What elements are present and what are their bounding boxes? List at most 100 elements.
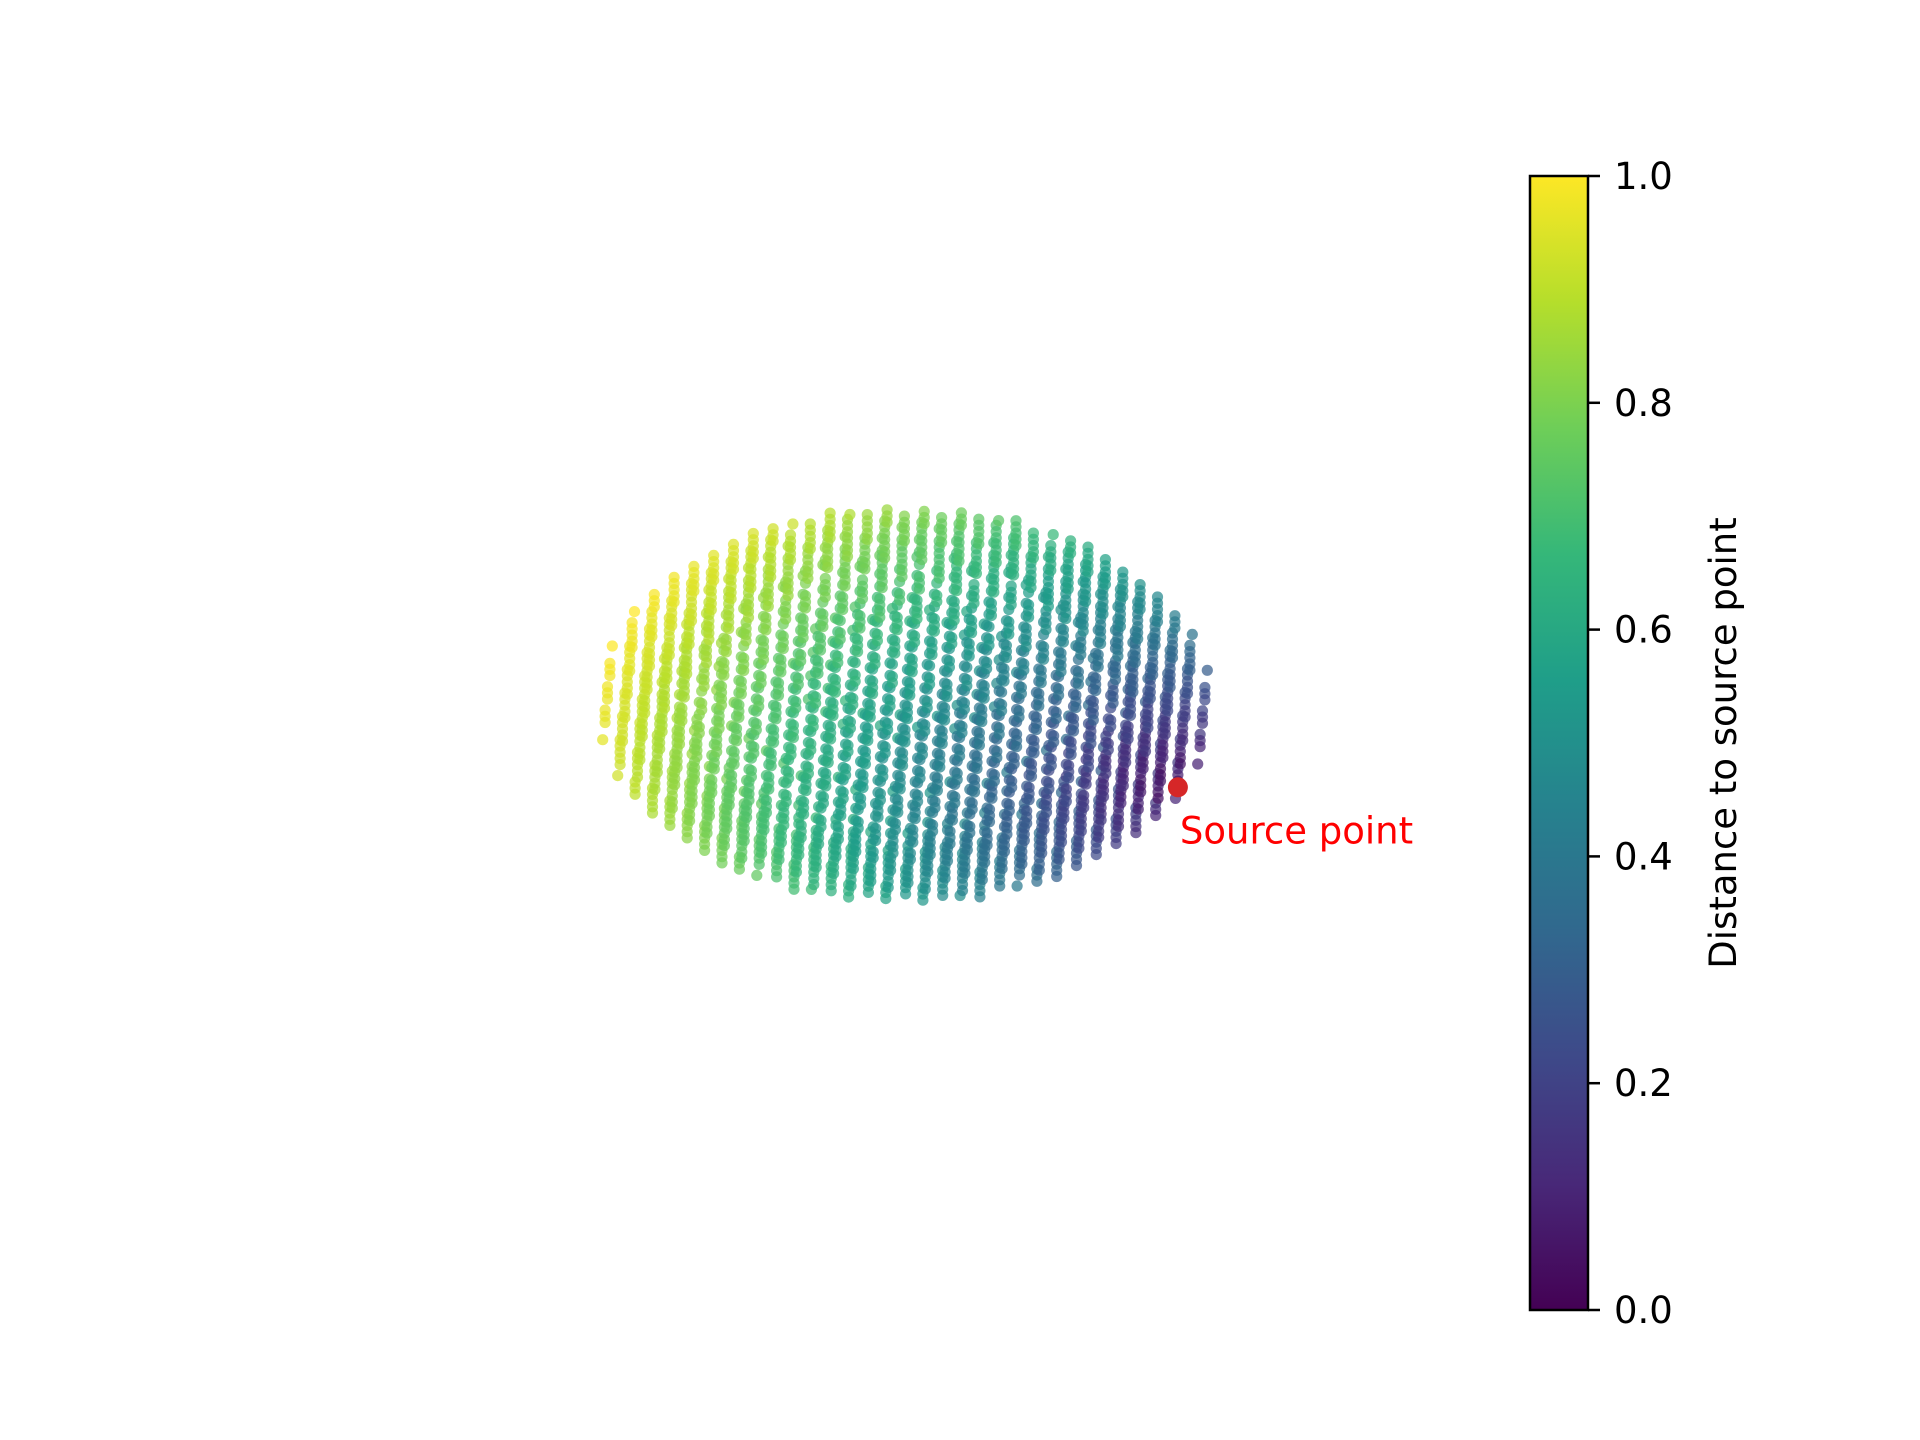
scatter-point: [1062, 583, 1074, 595]
scatter-point: [1033, 700, 1045, 712]
scatter-point: [705, 604, 717, 616]
scatter-point: [1112, 820, 1125, 833]
scatter-point: [1055, 836, 1068, 848]
scatter-point: [907, 836, 919, 848]
scatter-point: [840, 769, 852, 781]
scatter-point: [715, 699, 728, 711]
scatter-point: [981, 663, 993, 675]
scatter-point: [1114, 620, 1126, 633]
scatter-point: [937, 889, 949, 902]
scatter-point: [845, 880, 857, 892]
scatter-point: [780, 796, 792, 808]
scatter-point: [1070, 702, 1082, 714]
scatter-point: [817, 797, 830, 809]
scatter-points: [597, 504, 1213, 906]
scatter-point: [835, 810, 847, 822]
scatter-point: [976, 874, 988, 886]
scatter-point: [988, 586, 1000, 598]
scatter-point: [904, 853, 917, 866]
scatter-point: [829, 686, 842, 698]
scatter-point: [898, 535, 911, 547]
scatter-point: [1025, 770, 1038, 783]
scatter-point: [1003, 628, 1015, 640]
colorbar-tick-label: 0.0: [1614, 1289, 1673, 1332]
scatter-point: [760, 807, 773, 819]
scatter-point: [1095, 814, 1107, 826]
scatter-point: [800, 785, 812, 797]
scatter-point: [1050, 713, 1062, 725]
source-point-label: Source point: [1180, 809, 1413, 852]
scatter-point: [1036, 847, 1048, 859]
scatter-point: [735, 688, 747, 700]
scatter-point: [949, 797, 961, 809]
scatter-point: [919, 883, 931, 895]
scatter-point: [852, 822, 864, 834]
scatter-point: [1154, 775, 1167, 787]
scatter-point: [738, 665, 750, 677]
scatter-point: [861, 533, 873, 546]
scatter-point: [928, 625, 941, 637]
scatter-point: [896, 571, 908, 583]
scatter-point: [1025, 581, 1037, 594]
scatter-point: [790, 702, 802, 714]
scatter-point: [872, 811, 884, 823]
scatter-point: [1164, 681, 1176, 693]
scatter-point: [1169, 622, 1181, 634]
scatter-point: [713, 722, 725, 735]
scatter-point: [867, 688, 879, 700]
scatter-point: [711, 746, 723, 758]
scatter-point: [877, 770, 889, 783]
scatter-point: [643, 660, 656, 672]
scatter-point: [778, 819, 790, 831]
scatter-point: [874, 794, 887, 806]
scatter-point: [906, 666, 918, 678]
scatter-point: [624, 665, 636, 677]
scatter-point: [981, 839, 993, 851]
scatter-point: [1018, 664, 1030, 676]
scatter-point: [656, 726, 668, 738]
scatter-point: [1035, 677, 1047, 689]
scatter-point: [939, 714, 951, 726]
scatter-point: [934, 761, 946, 773]
scatter-point: [983, 639, 995, 651]
scatter-point: [686, 797, 698, 810]
scatter-point: [641, 683, 653, 696]
colorbar-frame: [1528, 174, 1590, 1312]
scatter-point: [802, 572, 814, 585]
scatter-point: [767, 535, 779, 547]
scatter-point: [1010, 539, 1022, 552]
scatter-point: [849, 657, 861, 669]
scatter-point: [745, 582, 757, 594]
scatter-point: [804, 543, 816, 555]
scatter-point: [959, 867, 971, 880]
scatter-point: [1000, 652, 1013, 664]
scatter-point: [649, 783, 661, 796]
scatter-point: [817, 621, 829, 633]
scatter-point: [931, 784, 944, 797]
scatter-point: [1137, 763, 1149, 775]
scatter-point: [745, 771, 758, 783]
scatter-point: [1053, 689, 1065, 701]
scatter-point: [721, 822, 733, 835]
scatter-point: [880, 893, 892, 905]
scatter-point: [1102, 744, 1114, 756]
scatter-point: [881, 516, 893, 528]
scatter-point: [765, 760, 777, 772]
scatter-point: [813, 838, 825, 850]
scatter-point: [691, 751, 703, 763]
scatter-point: [1132, 803, 1144, 815]
scatter-point: [629, 788, 641, 800]
scatter-point: [933, 572, 945, 584]
scatter-point: [698, 680, 710, 692]
scatter-point: [824, 532, 836, 544]
scatter-point: [1045, 759, 1057, 772]
scatter-point: [1075, 649, 1087, 661]
scatter-point: [882, 724, 894, 736]
scatter-point: [1080, 778, 1092, 790]
scatter-point: [619, 712, 631, 724]
scatter-point: [889, 824, 902, 836]
scatter-point: [758, 824, 770, 836]
scatter-point: [961, 844, 973, 856]
scatter-point: [894, 594, 906, 606]
scatter-point: [1072, 678, 1084, 690]
